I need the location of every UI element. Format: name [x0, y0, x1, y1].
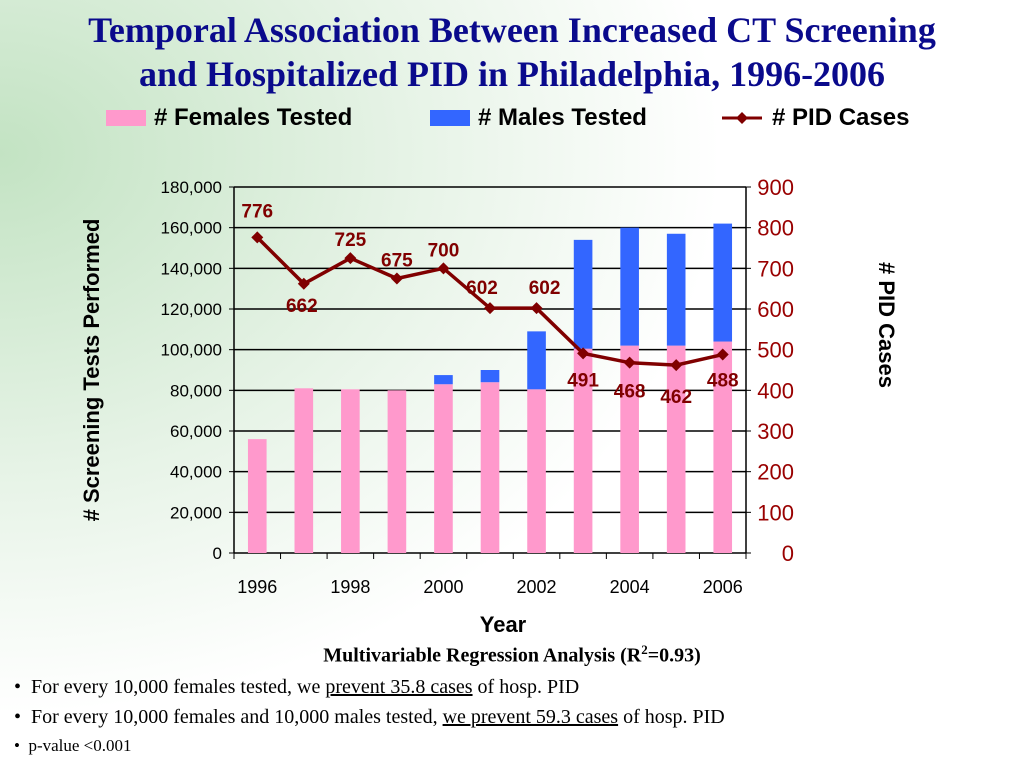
bar-females [666, 345, 686, 553]
legend-label-pid: # PID Cases [772, 104, 910, 131]
bullet-1: • For every 10,000 females tested, we pr… [14, 676, 580, 698]
bar-males [713, 223, 733, 342]
x-tick-label: 2006 [703, 577, 743, 597]
y2-tick-label: 500 [757, 338, 794, 363]
bar-males [666, 233, 686, 346]
y-tick-label: 80,000 [170, 381, 222, 400]
y-tick-label: 180,000 [161, 178, 222, 197]
legend-label-females: # Females Tested [154, 104, 353, 131]
regression-heading: Multivariable Regression Analysis (R2=0.… [323, 642, 701, 667]
y2-tick-label: 100 [757, 500, 794, 525]
x-tick-label: 1996 [237, 577, 277, 597]
pid-marker [716, 348, 729, 361]
bar-males [573, 239, 593, 349]
y-tick-label: 140,000 [161, 259, 222, 278]
x-tick-label: 2002 [517, 577, 557, 597]
y-tick-label: 160,000 [161, 219, 222, 238]
bar-females [294, 388, 314, 553]
x-tick-label: 2004 [610, 577, 650, 597]
bar-males [434, 375, 453, 385]
y-tick-label: 0 [213, 544, 222, 563]
y2-tick-label: 900 [757, 175, 794, 200]
pid-marker [437, 262, 450, 275]
pid-marker [251, 231, 264, 244]
bar-males [620, 227, 639, 346]
chart-title: Temporal Association Between Increased C… [0, 8, 1024, 96]
y-tick-label: 120,000 [161, 300, 222, 319]
y-tick-label: 40,000 [170, 463, 222, 482]
y2-tick-label: 300 [757, 419, 794, 444]
pid-marker [577, 347, 590, 360]
pid-data-label: 725 [335, 230, 367, 251]
bar-females [527, 389, 546, 553]
y2-tick-label: 600 [757, 297, 794, 322]
y2-tick-label: 700 [757, 256, 794, 281]
legend-females: # Females Tested [106, 104, 352, 132]
legend-males: # Males Tested [430, 104, 647, 132]
bar-females [247, 439, 267, 553]
x-tick-label: 2000 [423, 577, 463, 597]
pid-data-label: 602 [466, 278, 498, 299]
legend-swatch-females [106, 110, 146, 126]
pid-marker [390, 272, 403, 285]
pid-data-label: 462 [660, 387, 692, 408]
pid-marker [484, 302, 496, 315]
y-tick-label: 100,000 [161, 341, 222, 360]
y2-tick-label: 400 [757, 378, 794, 403]
pid-data-label: 675 [381, 251, 413, 272]
bar-females [480, 382, 500, 553]
bar-females [387, 390, 407, 553]
notes: Multivariable Regression Analysis (R2=0.… [0, 642, 1024, 755]
pid-data-label: 602 [529, 278, 561, 299]
x-tick-label: 1998 [330, 577, 370, 597]
bar-females [434, 384, 453, 553]
pid-data-label: 468 [614, 382, 646, 403]
bar-females [620, 345, 639, 553]
pid-data-label: 662 [286, 296, 318, 317]
pid-data-label: 491 [567, 370, 599, 391]
legend-label-males: # Males Tested [478, 104, 647, 131]
bar-females [573, 348, 593, 553]
bullet-2: • For every 10,000 females and 10,000 ma… [14, 706, 725, 728]
legend-swatch-males [430, 110, 470, 126]
pid-marker [670, 359, 683, 372]
bar-males [527, 331, 546, 390]
y-axis-title: # Screening Tests Performed [79, 218, 104, 522]
title-line-2: and Hospitalized PID in Philadelphia, 19… [138, 54, 886, 94]
legend: # Females Tested # Males Tested # PID Ca… [0, 104, 1024, 134]
y2-tick-label: 0 [782, 541, 794, 566]
pid-marker [344, 252, 357, 265]
y2-tick-label: 800 [757, 216, 794, 241]
bar-males [480, 370, 500, 383]
title-line-1: Temporal Association Between Increased C… [88, 10, 936, 50]
pid-data-label: 776 [241, 201, 273, 222]
pid-marker [623, 356, 636, 369]
bar-females [713, 341, 733, 553]
bullet-3: • p-value <0.001 [14, 736, 132, 755]
pid-line [256, 236, 724, 367]
pid-marker [297, 277, 310, 290]
y-tick-label: 60,000 [170, 422, 222, 441]
x-axis-title: Year [479, 612, 527, 637]
legend-line-marker-icon [722, 112, 762, 124]
y2-axis-title: # PID Cases [874, 262, 899, 388]
y2-tick-label: 200 [757, 460, 794, 485]
bar-females [341, 389, 360, 553]
y-tick-label: 20,000 [170, 503, 222, 522]
pid-data-label: 488 [707, 371, 739, 392]
legend-pid: # PID Cases [720, 104, 909, 132]
pid-marker [530, 302, 543, 315]
pid-data-label: 700 [428, 240, 460, 261]
